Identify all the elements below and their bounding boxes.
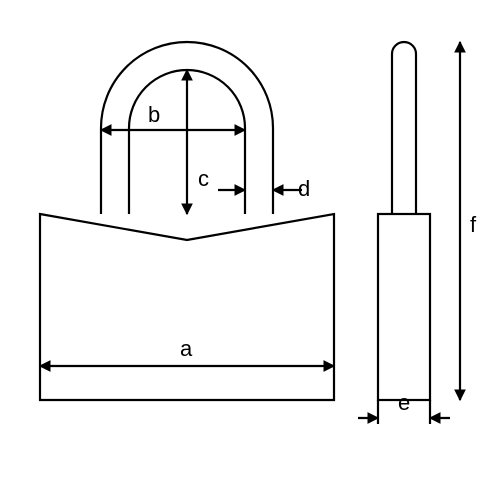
dim-b-label: b xyxy=(148,102,160,127)
padlock-shackle-side xyxy=(392,42,416,214)
dim-c-label: c xyxy=(198,166,209,191)
dim-a-label: a xyxy=(180,336,193,361)
dim-f-label: f xyxy=(470,212,477,237)
padlock-body-front xyxy=(40,214,334,400)
padlock-dimension-diagram: a b c d e f xyxy=(0,0,500,500)
dim-e-label: e xyxy=(398,390,410,415)
dim-d-label: d xyxy=(298,176,310,201)
padlock-body-side xyxy=(378,214,430,400)
